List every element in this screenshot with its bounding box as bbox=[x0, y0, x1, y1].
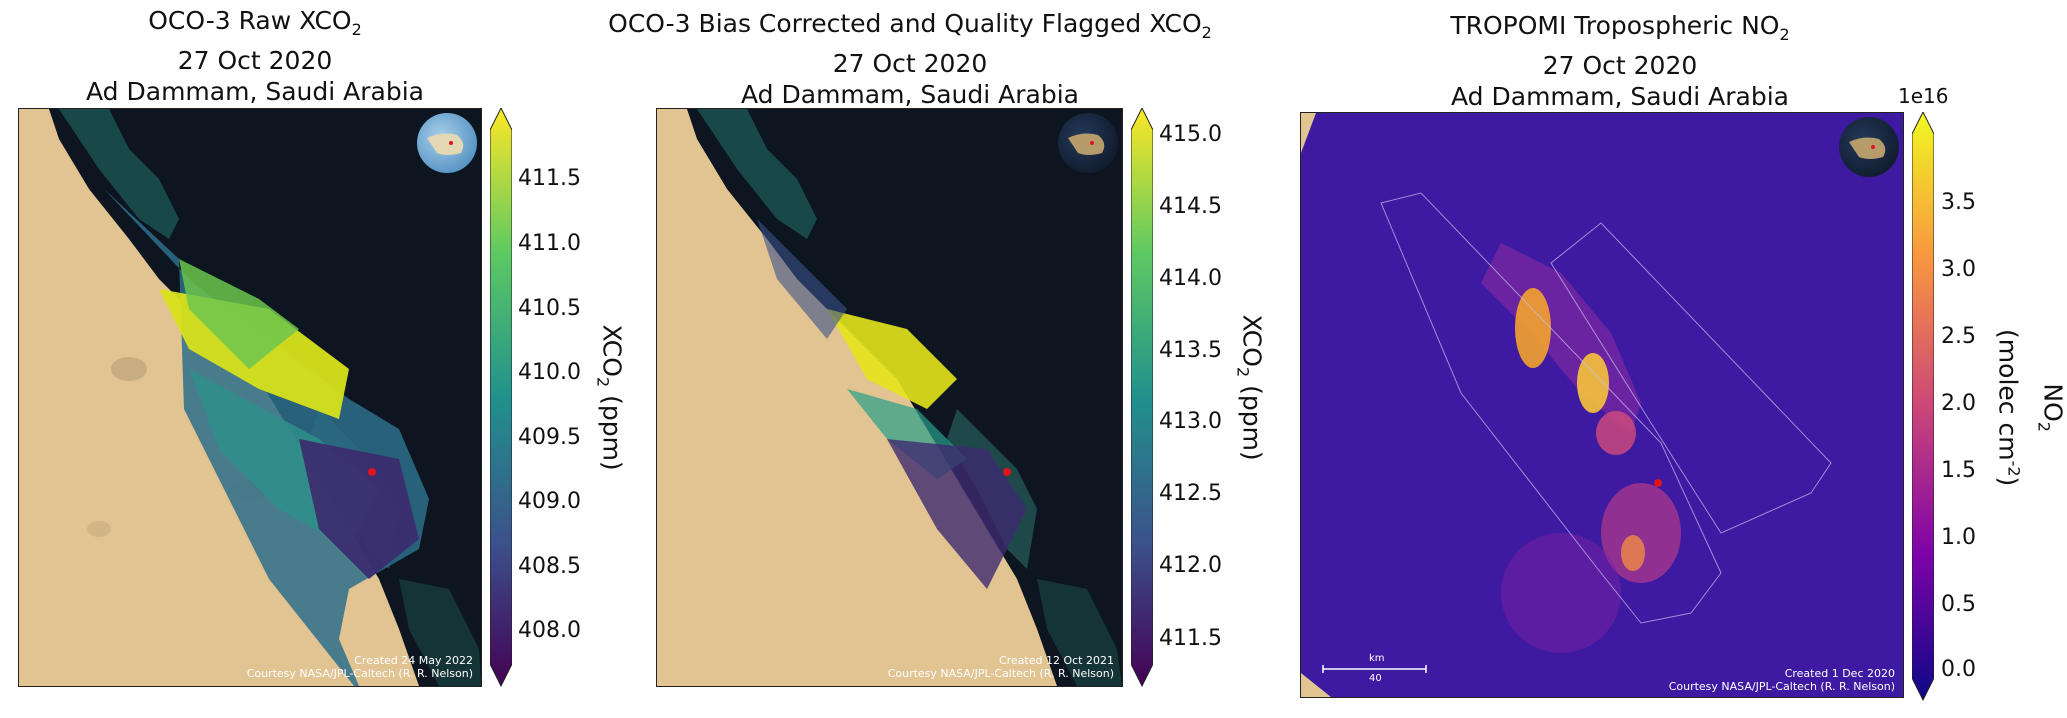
panel1-tick: 411.5 bbox=[518, 166, 581, 191]
panel3-tick: 1.5 bbox=[1941, 458, 1976, 483]
panel3-credit-date: Created 1 Dec 2020 bbox=[1784, 667, 1895, 680]
panel1-cbar-label-sub: 2 bbox=[593, 376, 613, 388]
panel3-tick: 0.0 bbox=[1941, 657, 1976, 682]
panel1-tick: 409.5 bbox=[518, 425, 581, 450]
panel2-tick: 413.0 bbox=[1159, 409, 1222, 434]
panel2-tick: 414.0 bbox=[1159, 266, 1222, 291]
panel2-credit-date: Created 12 Oct 2021 bbox=[998, 654, 1114, 667]
panel3-tick: 3.0 bbox=[1941, 257, 1976, 282]
panel3-cbar-label-unit: (molec cm bbox=[1993, 329, 2023, 461]
panel3-globe-icon bbox=[1839, 117, 1899, 177]
panel1-title: OCO-3 Raw XCO2 27 Oct 2020 Ad Dammam, Sa… bbox=[20, 5, 490, 107]
panel2-tick: 412.0 bbox=[1159, 553, 1222, 578]
panel3-tick: 3.5 bbox=[1941, 190, 1976, 215]
panel2-title-sub: 2 bbox=[1201, 23, 1212, 42]
panel3-colorbar-label: NO2 (molec cm-2) bbox=[1992, 328, 2067, 488]
panel1-map-image bbox=[19, 109, 481, 686]
panel1-map: Created 24 May 2022 Courtesy NASA/JPL-Ca… bbox=[18, 108, 482, 687]
panel2-colorbar bbox=[1130, 106, 1154, 688]
panel2-title-location: Ad Dammam, Saudi Arabia bbox=[741, 80, 1079, 109]
panel3-site-marker bbox=[1654, 479, 1662, 487]
panel1-tick: 409.0 bbox=[518, 489, 581, 514]
panel1-tick: 410.5 bbox=[518, 296, 581, 321]
panel3-cbar-label-main: NO bbox=[2038, 383, 2067, 422]
panel1-credit-courtesy: Courtesy NASA/JPL-Caltech (R. R. Nelson) bbox=[246, 667, 473, 680]
panel3-title-line1: TROPOMI Tropospheric NO bbox=[1450, 11, 1780, 40]
panel2-tick: 414.5 bbox=[1159, 194, 1222, 219]
panel3-cbar-label-sup: -2 bbox=[2004, 460, 2024, 477]
panel1-tick: 411.0 bbox=[518, 231, 581, 256]
panel3-title-date: 27 Oct 2020 bbox=[1542, 51, 1698, 80]
panel1-tick: 408.0 bbox=[518, 618, 581, 643]
panel1-tick: 408.5 bbox=[518, 554, 581, 579]
panel2-tick: 415.0 bbox=[1159, 122, 1222, 147]
panel2-tick: 413.5 bbox=[1159, 338, 1222, 363]
panel1-colorbar bbox=[489, 106, 513, 688]
panel1-globe-icon bbox=[417, 113, 477, 173]
panel2-globe-icon bbox=[1058, 113, 1118, 173]
panel3-credit: Created 1 Dec 2020 Courtesy NASA/JPL-Cal… bbox=[1669, 667, 1895, 693]
panel2-title-line1: OCO-3 Bias Corrected and Quality Flagged… bbox=[608, 9, 1202, 38]
panel2-site-marker bbox=[1003, 468, 1011, 476]
panel2-title: OCO-3 Bias Corrected and Quality Flagged… bbox=[600, 8, 1220, 110]
panel3-map-image bbox=[1301, 113, 1903, 697]
panel2-colorbar-label: XCO2 (ppm) bbox=[1233, 314, 1267, 461]
panel1-title-location: Ad Dammam, Saudi Arabia bbox=[86, 77, 424, 106]
panel3-scalebar-unit: km bbox=[1369, 653, 1385, 664]
panel3-tick: 2.0 bbox=[1941, 391, 1976, 416]
panel3-title-sub: 2 bbox=[1779, 25, 1790, 44]
panel2-title-date: 27 Oct 2020 bbox=[832, 49, 988, 78]
panel1-cbar-label-main: XCO bbox=[597, 324, 627, 377]
panel1-title-sub: 2 bbox=[351, 20, 362, 39]
panel3-scalebar-value: 40 bbox=[1369, 673, 1382, 684]
panel3-tick: 2.5 bbox=[1941, 324, 1976, 349]
panel2-map-image bbox=[657, 109, 1122, 686]
panel2-credit: Created 12 Oct 2021 Courtesy NASA/JPL-Ca… bbox=[888, 654, 1114, 680]
panel2-map: Created 12 Oct 2021 Courtesy NASA/JPL-Ca… bbox=[656, 108, 1123, 687]
panel1-colorbar-label: XCO2 (ppm) bbox=[593, 324, 627, 471]
panel3-title-location: Ad Dammam, Saudi Arabia bbox=[1451, 82, 1789, 111]
panel3-colorbar bbox=[1911, 110, 1935, 702]
panel3-tick: 0.5 bbox=[1941, 592, 1976, 617]
panel3-cbar-label-close: ) bbox=[1993, 476, 2023, 487]
panel1-credit-date: Created 24 May 2022 bbox=[354, 654, 473, 667]
panel1-cbar-label-unit: (ppm) bbox=[597, 387, 627, 471]
panel2-credit-courtesy: Courtesy NASA/JPL-Caltech (R. R. Nelson) bbox=[887, 667, 1114, 680]
panel2-cbar-label-unit: (ppm) bbox=[1237, 377, 1267, 461]
panel2-cbar-label-sub: 2 bbox=[1233, 366, 1253, 378]
panel3-credit-courtesy: Courtesy NASA/JPL-Caltech (R. R. Nelson) bbox=[1668, 680, 1895, 693]
panel1-site-marker bbox=[368, 468, 376, 476]
panel1-credit: Created 24 May 2022 Courtesy NASA/JPL-Ca… bbox=[247, 654, 473, 680]
panel3-tick: 1.0 bbox=[1941, 525, 1976, 550]
panel3-cbar-label-sub: 2 bbox=[2034, 421, 2054, 432]
panel3-title: TROPOMI Tropospheric NO2 27 Oct 2020 Ad … bbox=[1320, 10, 1920, 112]
panel2-cbar-label-main: XCO bbox=[1237, 314, 1267, 367]
panel1-title-line1: OCO-3 Raw XCO bbox=[148, 6, 352, 35]
panel2-tick: 411.5 bbox=[1159, 626, 1222, 651]
panel1-title-date: 27 Oct 2020 bbox=[177, 46, 333, 75]
panel3-colorbar-exponent: 1e16 bbox=[1898, 84, 1949, 108]
panel1-tick: 410.0 bbox=[518, 360, 581, 385]
panel3-map: km 40 Created 1 Dec 2020 Courtesy NASA/J… bbox=[1300, 112, 1904, 698]
panel2-tick: 412.5 bbox=[1159, 481, 1222, 506]
